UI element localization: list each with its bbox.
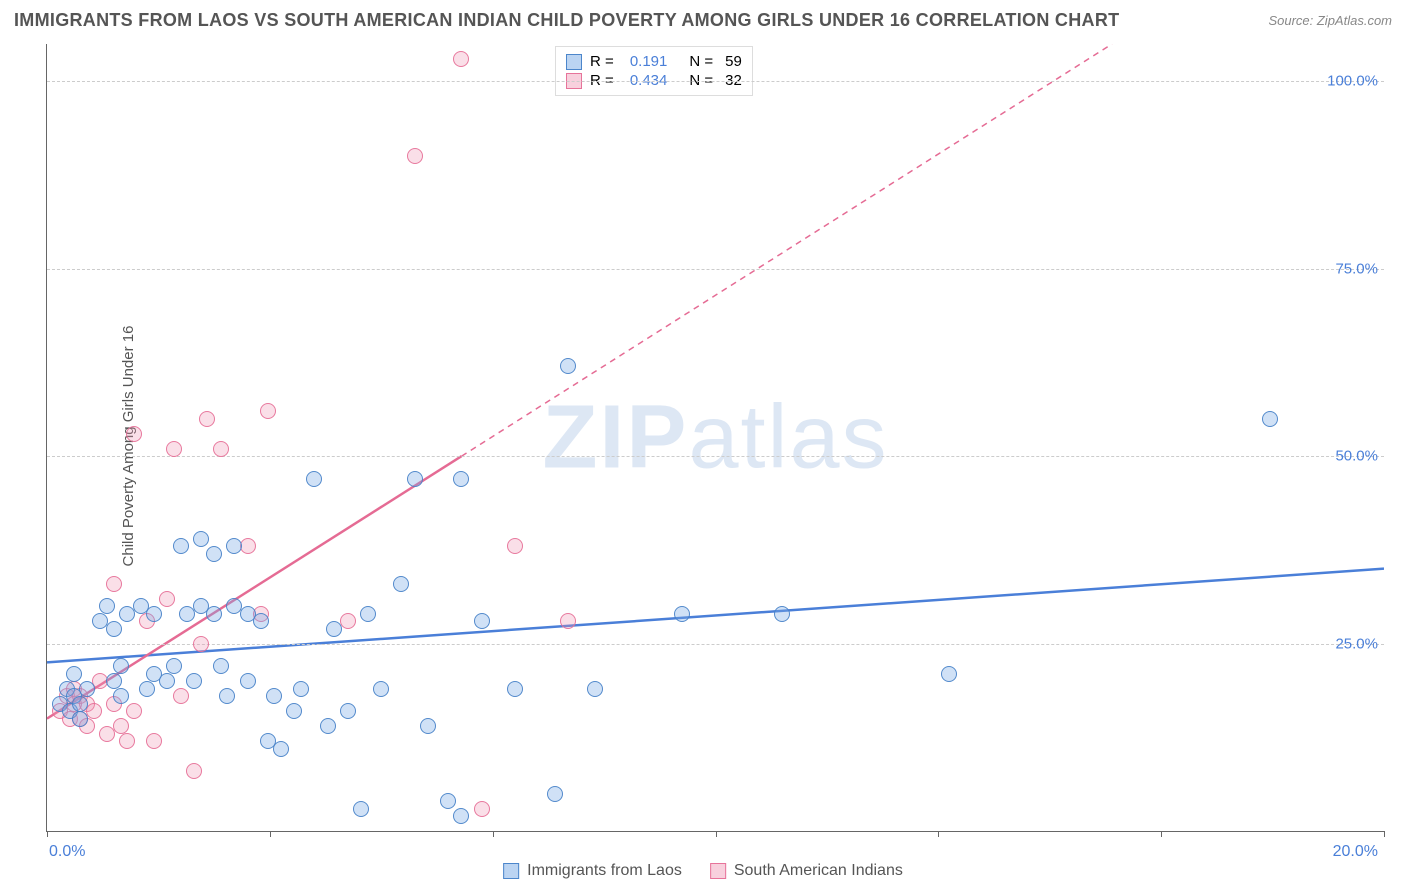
data-point bbox=[159, 673, 175, 689]
x-tick-mark bbox=[47, 831, 48, 837]
data-point bbox=[420, 718, 436, 734]
data-point bbox=[560, 613, 576, 629]
data-point bbox=[126, 426, 142, 442]
legend-swatch-blue-icon bbox=[503, 863, 519, 879]
legend-item-blue: Immigrants from Laos bbox=[503, 862, 682, 880]
data-point bbox=[260, 403, 276, 419]
y-tick-label: 25.0% bbox=[1335, 635, 1378, 652]
x-tick-mark bbox=[270, 831, 271, 837]
grid-line bbox=[47, 81, 1384, 82]
data-point bbox=[393, 576, 409, 592]
data-point bbox=[139, 681, 155, 697]
data-point bbox=[146, 733, 162, 749]
data-point bbox=[159, 591, 175, 607]
grid-line bbox=[47, 456, 1384, 457]
data-point bbox=[1262, 411, 1278, 427]
data-point bbox=[474, 613, 490, 629]
y-tick-label: 50.0% bbox=[1335, 448, 1378, 465]
data-point bbox=[193, 636, 209, 652]
data-point bbox=[474, 801, 490, 817]
data-point bbox=[674, 606, 690, 622]
chart-title: IMMIGRANTS FROM LAOS VS SOUTH AMERICAN I… bbox=[14, 10, 1119, 31]
data-point bbox=[106, 576, 122, 592]
data-point bbox=[106, 621, 122, 637]
data-point bbox=[407, 148, 423, 164]
data-point bbox=[507, 681, 523, 697]
data-point bbox=[273, 741, 289, 757]
grid-line bbox=[47, 269, 1384, 270]
data-point bbox=[213, 658, 229, 674]
y-tick-label: 100.0% bbox=[1327, 73, 1378, 90]
data-point bbox=[72, 696, 88, 712]
data-point bbox=[453, 808, 469, 824]
data-point bbox=[66, 666, 82, 682]
data-point bbox=[99, 598, 115, 614]
watermark: ZIPatlas bbox=[542, 386, 888, 489]
x-tick-mark bbox=[938, 831, 939, 837]
data-point bbox=[286, 703, 302, 719]
data-point bbox=[146, 606, 162, 622]
plot-area: ZIPatlas R = 0.191 N = 59 R = 0.434 N = … bbox=[46, 44, 1384, 832]
data-point bbox=[226, 538, 242, 554]
legend-item-pink: South American Indians bbox=[710, 862, 903, 880]
data-point bbox=[774, 606, 790, 622]
data-point bbox=[360, 606, 376, 622]
data-point bbox=[113, 718, 129, 734]
data-point bbox=[213, 441, 229, 457]
x-tick-mark bbox=[1384, 831, 1385, 837]
data-point bbox=[113, 658, 129, 674]
data-point bbox=[113, 688, 129, 704]
data-point bbox=[453, 51, 469, 67]
data-point bbox=[440, 793, 456, 809]
data-point bbox=[373, 681, 389, 697]
data-point bbox=[240, 673, 256, 689]
data-point bbox=[79, 681, 95, 697]
data-point bbox=[119, 733, 135, 749]
data-point bbox=[72, 711, 88, 727]
data-point bbox=[193, 531, 209, 547]
data-point bbox=[186, 673, 202, 689]
legend-row-blue: R = 0.191 N = 59 bbox=[566, 53, 742, 70]
data-point bbox=[173, 688, 189, 704]
data-point bbox=[126, 703, 142, 719]
data-point bbox=[219, 688, 235, 704]
data-point bbox=[253, 613, 269, 629]
data-point bbox=[199, 411, 215, 427]
data-point bbox=[266, 688, 282, 704]
legend-swatch-pink-icon bbox=[710, 863, 726, 879]
data-point bbox=[407, 471, 423, 487]
data-point bbox=[166, 441, 182, 457]
correlation-legend: R = 0.191 N = 59 R = 0.434 N = 32 bbox=[555, 46, 753, 96]
series-legend: Immigrants from Laos South American Indi… bbox=[503, 862, 903, 880]
x-tick-mark bbox=[716, 831, 717, 837]
data-point bbox=[206, 546, 222, 562]
data-point bbox=[173, 538, 189, 554]
legend-swatch-blue bbox=[566, 54, 582, 70]
data-point bbox=[326, 621, 342, 637]
x-tick-mark bbox=[493, 831, 494, 837]
data-point bbox=[560, 358, 576, 374]
data-point bbox=[547, 786, 563, 802]
x-tick-min: 0.0% bbox=[49, 843, 85, 861]
x-tick-max: 20.0% bbox=[1333, 843, 1378, 861]
data-point bbox=[166, 658, 182, 674]
data-point bbox=[306, 471, 322, 487]
x-tick-mark bbox=[1161, 831, 1162, 837]
data-point bbox=[941, 666, 957, 682]
regression-lines bbox=[47, 44, 1384, 831]
y-tick-label: 75.0% bbox=[1335, 260, 1378, 277]
data-point bbox=[106, 673, 122, 689]
grid-line bbox=[47, 644, 1384, 645]
data-point bbox=[206, 606, 222, 622]
data-point bbox=[507, 538, 523, 554]
data-point bbox=[340, 703, 356, 719]
data-point bbox=[293, 681, 309, 697]
data-point bbox=[320, 718, 336, 734]
data-point bbox=[587, 681, 603, 697]
data-point bbox=[453, 471, 469, 487]
source-attribution: Source: ZipAtlas.com bbox=[1268, 13, 1392, 28]
data-point bbox=[186, 763, 202, 779]
data-point bbox=[353, 801, 369, 817]
